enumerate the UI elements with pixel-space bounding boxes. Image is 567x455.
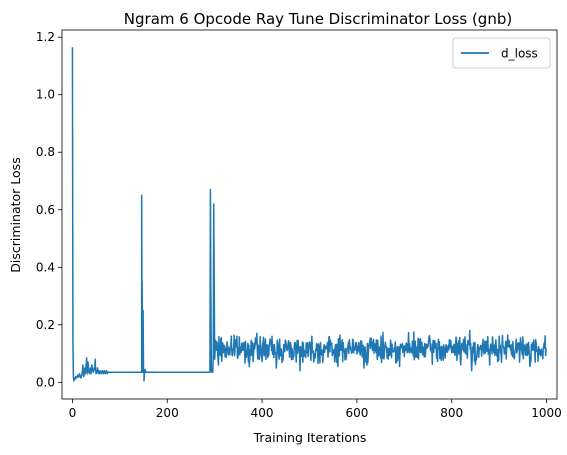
x-tick-label: 200 xyxy=(156,406,179,420)
y-axis: 0.0 0.2 0.4 0.6 0.8 1.0 1.2 xyxy=(36,30,62,389)
x-tick-label: 0 xyxy=(69,406,77,420)
chart-title: Ngram 6 Opcode Ray Tune Discriminator Lo… xyxy=(124,10,512,28)
y-tick-label: 1.0 xyxy=(36,88,55,102)
y-tick-label: 0.2 xyxy=(36,318,55,332)
series-line-d_loss xyxy=(71,47,547,382)
y-tick-label: 0.8 xyxy=(36,145,55,159)
series-layer xyxy=(71,47,547,382)
y-tick-label: 1.2 xyxy=(36,30,55,44)
x-axis: 0 200 400 600 800 1000 xyxy=(69,399,562,420)
plot-area xyxy=(62,30,557,399)
y-tick-label: 0.6 xyxy=(36,203,55,217)
y-tick-label: 0.0 xyxy=(36,375,55,389)
legend-label-d_loss: d_loss xyxy=(501,47,538,61)
x-tick-label: 1000 xyxy=(531,406,562,420)
x-axis-label: Training Iterations xyxy=(253,430,367,445)
legend-box xyxy=(452,37,551,69)
plot-border xyxy=(61,29,558,400)
plot-frame xyxy=(62,30,557,399)
y-tick-label: 0.4 xyxy=(36,260,55,274)
x-tick-label: 800 xyxy=(440,406,463,420)
x-tick-label: 400 xyxy=(251,406,274,420)
y-axis-label: Discriminator Loss xyxy=(8,157,23,272)
x-tick-label: 600 xyxy=(345,406,368,420)
legend: d_loss xyxy=(452,37,551,69)
